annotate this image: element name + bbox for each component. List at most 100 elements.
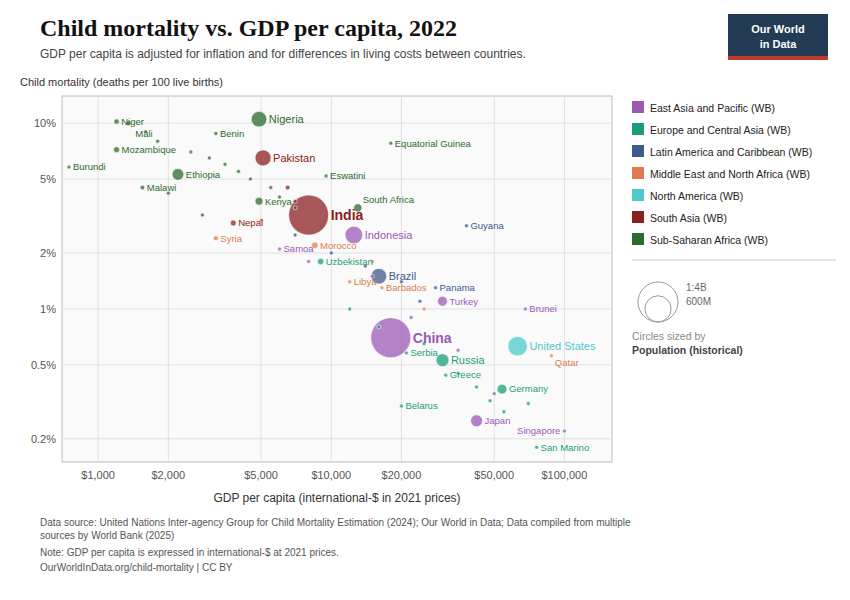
bubble: [444, 373, 448, 377]
point-label: San Marino: [541, 442, 590, 453]
point-label: Burundi: [73, 161, 106, 172]
title: Child mortality vs. GDP per capita, 2022: [40, 15, 457, 41]
y-tick-label: 2%: [40, 247, 56, 259]
point-label: Russia: [451, 354, 486, 366]
point-label: Ethiopia: [186, 169, 221, 180]
bubble: [438, 296, 448, 306]
logo-text: Our World: [751, 23, 805, 35]
bubble: [492, 392, 496, 396]
point-label: United States: [529, 340, 596, 352]
x-tick-label: $50,000: [474, 469, 514, 481]
point-label: Serbia: [410, 347, 438, 358]
point-label: Belarus: [405, 400, 437, 411]
point-label: Libya: [354, 276, 377, 287]
y-tick-label: 0.5%: [31, 359, 56, 371]
y-grid-line: [62, 364, 612, 365]
logo-text: in Data: [760, 38, 798, 50]
bubbles: [67, 111, 566, 449]
y-axis-label: Child mortality (deaths per 100 live bir…: [20, 76, 223, 88]
legend-label: North America (WB): [650, 190, 743, 202]
logo: Our World in Data: [728, 14, 828, 60]
size-legend-title: Circles sized by: [632, 330, 706, 342]
bubble: [156, 139, 160, 143]
bubble: [475, 385, 479, 389]
size-legend-circle: [645, 296, 671, 322]
point-label: South Africa: [363, 194, 415, 205]
point-label: Niger: [121, 116, 144, 127]
bubble: [213, 236, 218, 241]
bubble: [269, 186, 273, 190]
x-tick-label: $1,000: [81, 469, 115, 481]
bubble: [285, 185, 290, 190]
point-label: Qatar: [555, 357, 579, 368]
source: Data source: United Nations Inter-agency…: [40, 517, 631, 541]
bubble: [497, 384, 507, 394]
x-axis-label: GDP per capita (international-$ in 2021 …: [213, 491, 460, 505]
bubble: [377, 325, 381, 329]
bubble: [324, 174, 328, 178]
bubble: [464, 224, 468, 228]
x-tick-label: $2,000: [151, 469, 185, 481]
source-line: Data source: United Nations Inter-agency…: [40, 517, 631, 528]
point-label: Barbados: [386, 282, 427, 293]
bubble: [380, 286, 384, 290]
bubble: [471, 415, 483, 427]
bubble: [434, 286, 438, 290]
bubble: [508, 336, 528, 356]
point-label: Morocco: [320, 240, 356, 251]
bubble: [214, 131, 218, 135]
legend-swatch: [632, 233, 644, 245]
point-label: Kenya: [265, 196, 293, 207]
bubble: [549, 354, 553, 358]
bubble: [293, 206, 297, 210]
legend-swatch: [632, 123, 644, 135]
point-label: Mozambique: [122, 144, 176, 155]
point-label: Greece: [450, 369, 481, 380]
legend-label: South Asia (WB): [650, 212, 727, 224]
chart: Child mortality vs. GDP per capita, 2022…: [0, 0, 850, 600]
point-label: Guyana: [470, 220, 504, 231]
url: OurWorldInData.org/child-mortality | CC …: [40, 562, 233, 573]
point-label: Germany: [509, 383, 548, 394]
bubble: [289, 195, 329, 235]
bubble: [236, 169, 240, 173]
point-label: Uzbekistan: [326, 256, 373, 267]
source-line: sources by World Bank (2025): [40, 530, 174, 541]
logo-box: [728, 14, 828, 60]
legend-swatch: [632, 145, 644, 157]
note: Note: GDP per capita is expressed in int…: [40, 547, 339, 558]
bubble: [67, 165, 71, 169]
size-legend-label: 600M: [686, 296, 711, 307]
point-label: Malawi: [147, 182, 177, 193]
bubble: [389, 141, 393, 145]
x-tick-label: $10,000: [311, 469, 351, 481]
bubble: [307, 260, 311, 264]
x-grid-line: [564, 96, 565, 462]
bubble: [329, 251, 333, 255]
logo-accent: [728, 56, 828, 60]
legend-swatch: [632, 189, 644, 201]
legend-separator: [632, 260, 836, 261]
y-grid-line: [62, 438, 612, 439]
bubble: [371, 318, 411, 358]
bubble: [399, 404, 403, 408]
bubble: [348, 280, 352, 284]
bubble: [230, 220, 236, 226]
point-label: Nigeria: [269, 113, 305, 125]
point-label: Samoa: [284, 243, 315, 254]
point-label: Japan: [485, 415, 511, 426]
x-tick-label: $100,000: [541, 469, 587, 481]
point-label: Brazil: [389, 270, 417, 282]
x-tick-label: $20,000: [382, 469, 422, 481]
bubble: [207, 156, 211, 160]
subtitle: GDP per capita is adjusted for inflation…: [40, 47, 526, 61]
bubble: [293, 199, 297, 203]
bubble: [255, 150, 271, 166]
legend-swatch: [632, 167, 644, 179]
x-tick-label: $5,000: [244, 469, 278, 481]
x-grid-line: [98, 96, 99, 462]
bubble: [436, 354, 449, 367]
size-legend-label: 1:4B: [686, 282, 707, 293]
legend-swatch: [632, 101, 644, 113]
bubble: [456, 348, 460, 352]
